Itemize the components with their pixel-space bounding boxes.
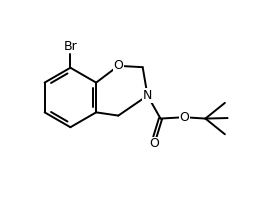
Text: O: O — [150, 137, 160, 151]
Text: Br: Br — [63, 40, 77, 53]
Text: O: O — [179, 111, 189, 124]
Text: O: O — [113, 59, 123, 72]
Text: N: N — [143, 89, 152, 102]
